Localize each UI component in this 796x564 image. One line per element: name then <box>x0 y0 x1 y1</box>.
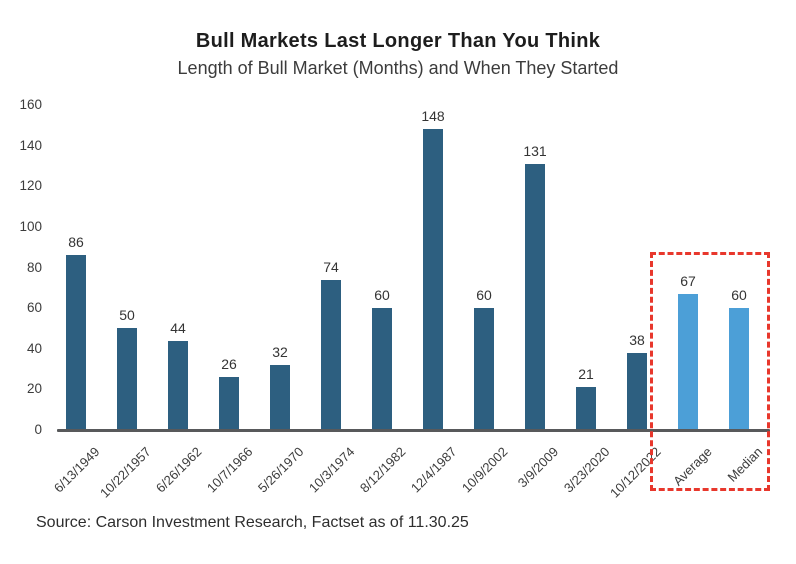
x-axis-category-label: 6/26/1962 <box>153 444 205 496</box>
bar-5-26-1970 <box>270 365 290 430</box>
y-axis-tick-label: 120 <box>19 178 42 194</box>
bar-value-label: 86 <box>68 234 84 251</box>
x-axis-category-label: 6/13/1949 <box>51 444 103 496</box>
bar-value-label: 74 <box>323 258 339 275</box>
x-axis-category-label: 5/26/1970 <box>255 444 307 496</box>
average-median-highlight-box <box>650 252 770 491</box>
y-axis-tick-label: 100 <box>19 218 42 234</box>
bar-value-label: 32 <box>272 344 288 360</box>
bar-value-label: 67 <box>680 272 696 289</box>
bar-value-label: 21 <box>578 366 594 383</box>
chart-subtitle: Length of Bull Market (Months) and When … <box>177 58 619 78</box>
bar-value-label: 26 <box>221 356 237 373</box>
bar-value-label: 60 <box>374 287 390 304</box>
bar-6-26-1962 <box>168 340 188 430</box>
bar-8-12-1982 <box>372 308 392 430</box>
y-axis-tick-label: 20 <box>26 381 42 397</box>
chart-title: Bull Markets Last Longer Than You Think <box>195 30 601 52</box>
y-axis-tick-label: 60 <box>26 300 42 316</box>
bar-value-label: 38 <box>629 331 645 348</box>
x-axis-category-label: 10/22/1957 <box>96 444 154 501</box>
bar-12-4-1987 <box>423 129 443 430</box>
x-axis-category-label: 10/9/2002 <box>459 444 511 496</box>
bar-10-22-1957 <box>117 328 137 430</box>
bar-3-23-2020 <box>576 387 596 430</box>
x-axis-category-label: 12/4/1987 <box>408 444 460 496</box>
bar-6-13-1949 <box>66 255 86 430</box>
source-note: Source: Carson Investment Research, Fact… <box>36 514 469 531</box>
bar-value-label: 148 <box>421 108 445 125</box>
bar-value-label: 60 <box>731 287 747 304</box>
x-axis-category-label: 10/7/1966 <box>204 444 256 496</box>
bar-3-9-2009 <box>525 163 545 430</box>
x-axis-category-label: 8/12/1982 <box>357 444 409 496</box>
x-axis-line <box>57 429 770 432</box>
x-axis-category-label: 3/23/2020 <box>561 444 613 496</box>
x-axis-category-label: 3/9/2009 <box>515 444 562 491</box>
y-axis-tick-label: 0 <box>34 422 42 437</box>
bar-value-label: 60 <box>476 287 492 304</box>
bar-10-3-1974 <box>321 279 341 430</box>
y-axis-tick-label: 160 <box>19 97 42 112</box>
y-axis-tick-label: 140 <box>19 137 42 153</box>
bar-value-label: 44 <box>170 319 186 336</box>
bar-median <box>729 308 749 430</box>
y-axis-tick-label: 80 <box>26 259 42 275</box>
bar-value-label: 131 <box>523 142 547 159</box>
bar-10-12-2022 <box>627 352 647 430</box>
bar-value-label: 50 <box>119 307 135 324</box>
bar-10-7-1966 <box>219 377 239 430</box>
bar-10-9-2002 <box>474 308 494 430</box>
x-axis-category-label: 10/3/1974 <box>306 444 358 496</box>
bar-average <box>678 293 698 430</box>
y-axis-tick-label: 40 <box>26 340 42 356</box>
